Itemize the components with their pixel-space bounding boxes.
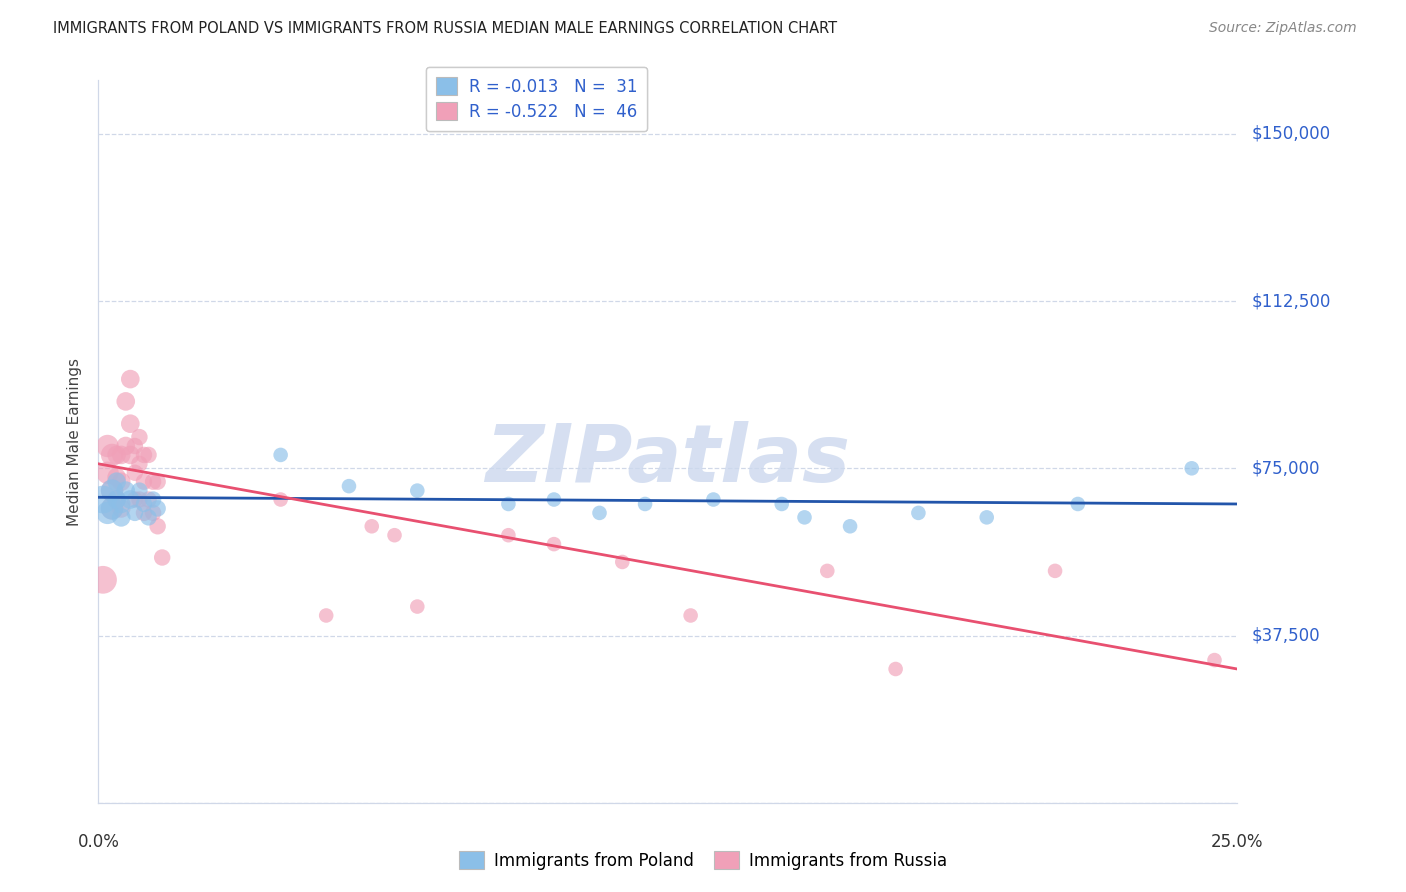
Point: [96, 439, 118, 453]
Point: [114, 394, 136, 409]
Point: [110, 501, 132, 516]
Point: [124, 506, 146, 520]
Point: [110, 497, 132, 511]
Point: [406, 483, 429, 498]
Point: [124, 439, 146, 453]
Point: [1204, 653, 1226, 667]
Point: [588, 506, 610, 520]
Point: [110, 475, 132, 489]
Point: [101, 483, 124, 498]
Point: [498, 528, 520, 542]
Point: [138, 510, 160, 524]
Point: [128, 430, 150, 444]
Text: Source: ZipAtlas.com: Source: ZipAtlas.com: [1209, 21, 1357, 35]
Point: [96, 466, 118, 480]
Point: [132, 475, 155, 489]
Point: [142, 475, 165, 489]
Point: [138, 492, 160, 507]
Point: [498, 497, 520, 511]
Point: [132, 497, 155, 511]
Text: $150,000: $150,000: [1251, 125, 1330, 143]
Point: [128, 483, 150, 498]
Point: [146, 501, 169, 516]
Point: [142, 506, 165, 520]
Point: [770, 497, 793, 511]
Point: [120, 492, 142, 507]
Legend: R = -0.013   N =  31, R = -0.522   N =  46: R = -0.013 N = 31, R = -0.522 N = 46: [426, 67, 648, 131]
Point: [105, 448, 128, 462]
Point: [1043, 564, 1066, 578]
Point: [101, 448, 124, 462]
Point: [150, 550, 173, 565]
Point: [146, 519, 169, 533]
Point: [128, 492, 150, 507]
Point: [146, 475, 169, 489]
Point: [110, 510, 132, 524]
Text: 0.0%: 0.0%: [77, 833, 120, 851]
Point: [815, 564, 838, 578]
Text: $37,500: $37,500: [1251, 626, 1320, 645]
Point: [101, 501, 124, 516]
Point: [120, 417, 142, 431]
Point: [96, 506, 118, 520]
Point: [105, 492, 128, 507]
Point: [101, 501, 124, 516]
Point: [120, 372, 142, 386]
Point: [132, 448, 155, 462]
Point: [315, 608, 337, 623]
Text: IMMIGRANTS FROM POLAND VS IMMIGRANTS FROM RUSSIA MEDIAN MALE EARNINGS CORRELATIO: IMMIGRANTS FROM POLAND VS IMMIGRANTS FRO…: [53, 21, 838, 36]
Point: [976, 510, 998, 524]
Text: 25.0%: 25.0%: [1211, 833, 1264, 851]
Point: [360, 519, 382, 533]
Point: [384, 528, 406, 542]
Point: [907, 506, 929, 520]
Point: [270, 492, 292, 507]
Point: [138, 448, 160, 462]
Text: ZIPatlas: ZIPatlas: [485, 421, 851, 499]
Point: [612, 555, 634, 569]
Point: [120, 448, 142, 462]
Point: [793, 510, 815, 524]
Point: [105, 470, 128, 484]
Text: $112,500: $112,500: [1251, 292, 1330, 310]
Point: [679, 608, 702, 623]
Point: [543, 537, 565, 551]
Point: [406, 599, 429, 614]
Legend: Immigrants from Poland, Immigrants from Russia: Immigrants from Poland, Immigrants from …: [453, 845, 953, 877]
Point: [702, 492, 724, 507]
Point: [114, 439, 136, 453]
Point: [101, 483, 124, 498]
Point: [105, 492, 128, 507]
Point: [270, 448, 292, 462]
Point: [124, 492, 146, 507]
Point: [91, 492, 114, 507]
Point: [543, 492, 565, 507]
Point: [839, 519, 862, 533]
Y-axis label: Median Male Earnings: Median Male Earnings: [67, 358, 83, 525]
Point: [132, 506, 155, 520]
Point: [1181, 461, 1204, 475]
Point: [124, 466, 146, 480]
Point: [337, 479, 360, 493]
Point: [142, 492, 165, 507]
Point: [110, 448, 132, 462]
Point: [1067, 497, 1090, 511]
Point: [128, 457, 150, 471]
Text: $75,000: $75,000: [1251, 459, 1320, 477]
Point: [91, 573, 114, 587]
Point: [884, 662, 907, 676]
Point: [105, 475, 128, 489]
Point: [114, 483, 136, 498]
Point: [634, 497, 657, 511]
